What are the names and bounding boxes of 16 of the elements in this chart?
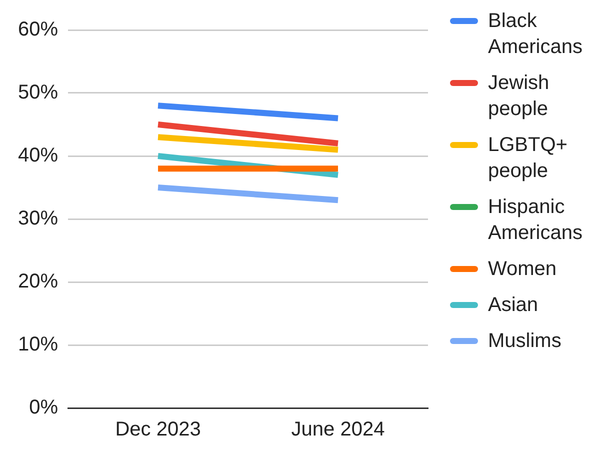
y-tick-label: 20% xyxy=(18,270,58,293)
y-tick-label: 60% xyxy=(18,18,58,41)
legend-label: Hispanic Americans xyxy=(488,195,584,246)
x-tick-label: Dec 2023 xyxy=(115,418,201,441)
y-tick-label: 30% xyxy=(18,208,58,230)
legend-label: Black Americans xyxy=(488,9,584,60)
y-tick-label: 50% xyxy=(18,82,58,104)
x-tick-label: June 2024 xyxy=(291,418,385,441)
legend-label: Women xyxy=(488,257,557,282)
y-tick-label: 10% xyxy=(18,334,58,356)
legend-label: Asian xyxy=(488,293,538,318)
y-tick-label: 40% xyxy=(18,144,58,167)
legend-label: Muslims xyxy=(488,329,562,354)
legend-label: LGBTQ+ people xyxy=(488,133,568,184)
legend-label: Jewish people xyxy=(488,71,550,122)
y-tick-label: 0% xyxy=(29,396,58,419)
